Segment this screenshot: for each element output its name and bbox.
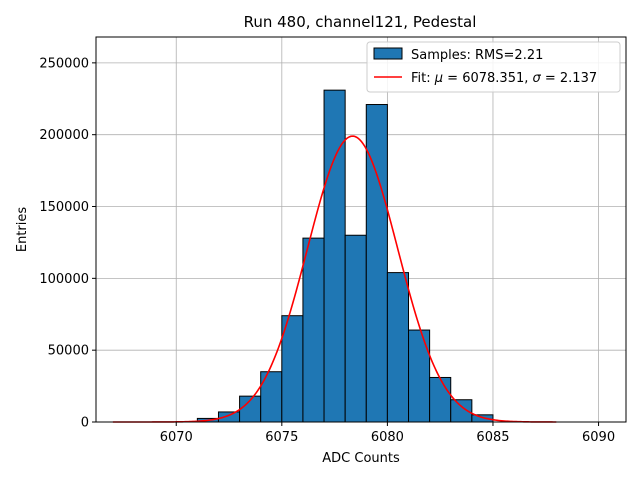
plot-frame	[95, 36, 627, 423]
histogram-bar	[429, 376, 452, 423]
histogram-bar	[344, 234, 367, 423]
legend-fit-label: Fit: μ = 6078.351, σ = 2.137	[411, 71, 597, 86]
legend: Samples: RMS=2.21 Fit: μ = 6078.351, σ =…	[366, 41, 621, 93]
y-tick-label: 250000	[39, 56, 89, 71]
histogram-bar	[323, 89, 346, 423]
y-axis-label: Entries	[15, 207, 30, 253]
histogram-bar	[281, 315, 304, 423]
histogram-bars	[196, 89, 494, 423]
legend-histogram-label: Samples: RMS=2.21	[411, 48, 543, 63]
x-tick-label: 6080	[371, 430, 404, 445]
histogram-bar	[386, 272, 410, 423]
y-tick-label: 0	[81, 416, 89, 431]
x-tick-label: 6090	[582, 430, 615, 445]
y-tick-label: 50000	[48, 344, 89, 359]
x-axis-ticks: 6070 6075 6080 6085 6090	[160, 422, 615, 445]
y-axis-ticks: 0 50000 100000 150000 200000 250000	[39, 56, 96, 431]
y-tick-label: 200000	[39, 128, 89, 143]
x-tick-label: 6075	[265, 430, 298, 445]
y-tick-label: 150000	[39, 200, 89, 215]
histogram-bar	[365, 104, 388, 423]
chart-title: Run 480, channel121, Pedestal	[244, 13, 477, 31]
legend-box	[366, 41, 621, 93]
x-tick-label: 6070	[160, 430, 193, 445]
x-tick-label: 6085	[476, 430, 509, 445]
x-axis-label: ADC Counts	[322, 451, 400, 466]
legend-histogram-swatch	[373, 47, 403, 60]
y-tick-label: 100000	[39, 272, 89, 287]
histogram-bar	[302, 237, 325, 423]
histogram-bar	[408, 329, 431, 423]
